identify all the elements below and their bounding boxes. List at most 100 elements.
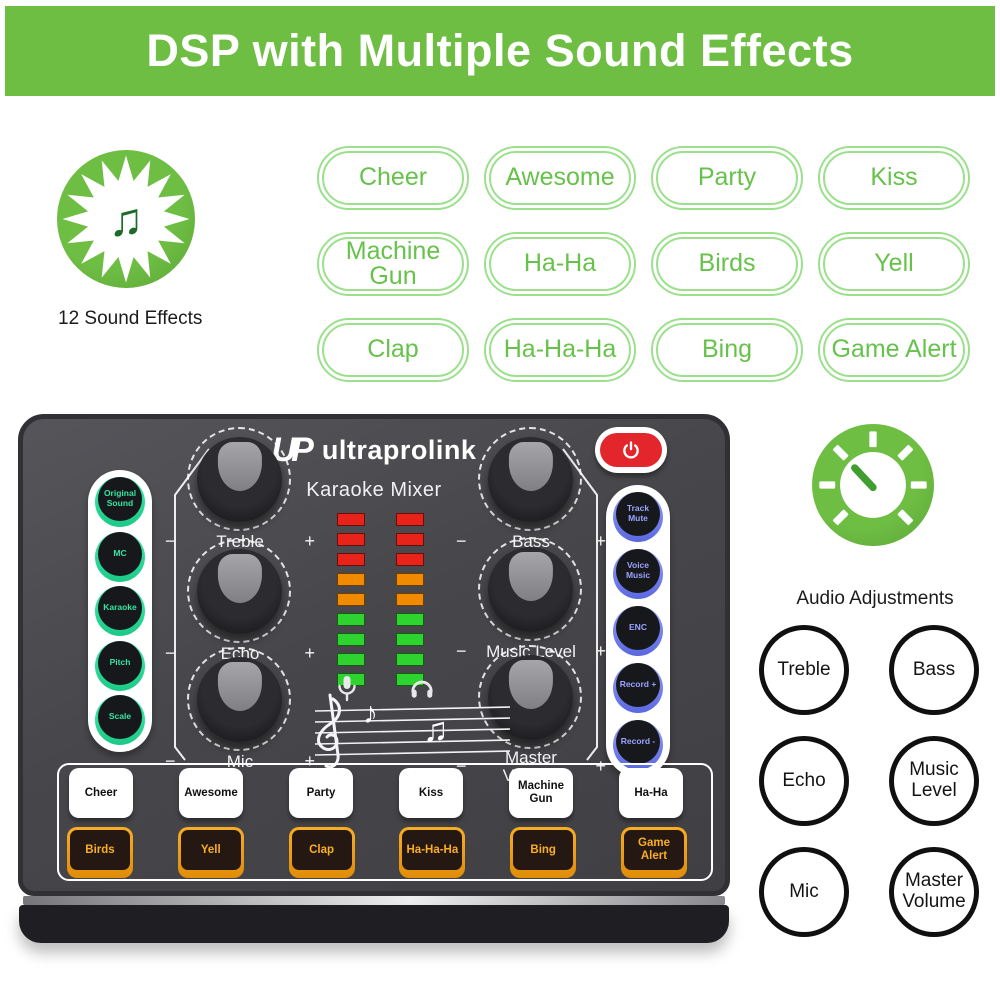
minus-sign: − <box>165 643 176 663</box>
knob-music-level: − Music Level + <box>456 537 606 661</box>
meter-segment <box>396 633 424 646</box>
musical-staff-decoration: ♪ ♫ <box>275 689 511 775</box>
mode-button-karaoke: Karaoke <box>95 586 145 636</box>
mode-button-strip: Original Sound MC Karaoke Pitch Scale <box>88 470 152 752</box>
meter-segment <box>396 613 424 626</box>
knob-cap <box>197 657 282 742</box>
effect-pill-machine-gun: Machine Gun <box>317 232 469 296</box>
brand-name: ultraprolink <box>321 435 477 465</box>
adjustment-controls-grid: Treble Bass Echo Music Level Mic Master … <box>759 625 981 937</box>
minus-sign: − <box>165 531 176 551</box>
meter-segment <box>396 593 424 606</box>
power-button <box>595 427 667 473</box>
minus-sign: − <box>456 641 467 661</box>
device-front-bevel <box>23 896 725 905</box>
music-note-burst-icon: ♫ <box>62 155 190 283</box>
pad-party: Party <box>289 768 353 818</box>
knob-bass: − Bass + <box>456 427 606 551</box>
meter-segment <box>337 633 365 646</box>
orange-pads-row: Birds Yell Clap Ha-Ha-Ha Bing Game Alert <box>67 827 687 878</box>
knob-mic: − Mic + <box>165 647 315 771</box>
staff-lines-and-clef-icon <box>314 693 511 769</box>
karaoke-mixer-device: UP ultraprolink Karaoke Mixer Original S… <box>18 414 730 943</box>
knob-label: Mic <box>226 751 254 771</box>
page-title: DSP with Multiple Sound Effects <box>146 25 854 76</box>
function-button-voice-music: Voice Music <box>613 549 663 599</box>
pad-birds: Birds <box>67 827 133 878</box>
effect-pill-ha-ha: Ha-Ha <box>484 232 636 296</box>
knob-tick-ring <box>478 645 582 749</box>
function-button-enc: ENC <box>613 606 663 656</box>
pad-ha-ha-ha: Ha-Ha-Ha <box>399 827 466 878</box>
audio-adjustments-badge <box>812 424 934 546</box>
plus-sign: + <box>595 756 606 777</box>
knob-tick-ring <box>187 427 291 531</box>
white-pads-row: Cheer Awesome Party Kiss Machine Gun Ha-… <box>69 768 683 818</box>
knob-cap <box>488 547 573 632</box>
meter-segment <box>337 533 365 546</box>
mode-button-pitch: Pitch <box>95 640 145 691</box>
function-button-record-minus: Record - <box>613 720 663 770</box>
effect-pill-awesome: Awesome <box>484 146 636 210</box>
pad-machine-gun: Machine Gun <box>509 768 573 818</box>
level-meters <box>337 513 424 686</box>
minus-sign: − <box>456 531 467 551</box>
meter-segment <box>337 573 365 586</box>
knob-tick-ring <box>187 539 291 643</box>
effect-pill-cheer: Cheer <box>317 146 469 210</box>
knob-cap <box>488 655 573 740</box>
meter-segment <box>396 533 424 546</box>
function-button-strip: Track Mute Voice Music ENC Record + Reco… <box>606 485 670 777</box>
effect-pill-clap: Clap <box>317 318 469 382</box>
beamed-notes-icon: ♫ <box>423 711 449 749</box>
meter-segment <box>396 553 424 566</box>
plus-sign: + <box>304 531 315 551</box>
meter-segment <box>337 553 365 566</box>
music-note-glyph: ♫ <box>108 194 143 246</box>
pad-cheer: Cheer <box>69 768 133 818</box>
meter-segment <box>396 573 424 586</box>
plus-sign: + <box>304 751 315 771</box>
pad-awesome: Awesome <box>179 768 243 818</box>
pads-frame <box>57 763 713 881</box>
effect-pill-yell: Yell <box>818 232 970 296</box>
meter-segment <box>396 513 424 526</box>
pad-ha-ha: Ha-Ha <box>619 768 683 818</box>
headphones-icon <box>411 680 433 698</box>
plus-sign: + <box>595 531 606 551</box>
model-name: Karaoke Mixer <box>306 479 442 501</box>
sound-effects-grid: Cheer Awesome Party Kiss Machine Gun Ha-… <box>317 146 972 382</box>
knob-cap <box>488 437 573 522</box>
effect-pill-birds: Birds <box>651 232 803 296</box>
header-banner: DSP with Multiple Sound Effects <box>5 6 995 96</box>
pad-kiss: Kiss <box>399 768 463 818</box>
function-button-record-plus: Record + <box>613 663 663 713</box>
meter-segment <box>337 653 365 666</box>
knob-tick-ring <box>478 537 582 641</box>
effect-pill-ha-ha-ha: Ha-Ha-Ha <box>484 318 636 382</box>
minus-sign: − <box>165 751 176 771</box>
pad-clap: Clap <box>288 827 355 878</box>
control-circle-treble: Treble <box>759 625 849 715</box>
control-circle-music-level: Music Level <box>889 736 979 826</box>
pad-yell: Yell <box>177 827 244 878</box>
control-circle-bass: Bass <box>889 625 979 715</box>
meter-segment <box>337 513 365 526</box>
device-base <box>19 905 729 943</box>
eighth-note-icon: ♪ <box>363 697 378 730</box>
meter-column-monitor <box>396 513 424 686</box>
mode-button-scale: Scale <box>95 695 145 745</box>
effect-pill-kiss: Kiss <box>818 146 970 210</box>
microphone-icon <box>338 676 356 702</box>
meter-column-mic <box>337 513 365 686</box>
knob-cap <box>197 549 282 634</box>
pad-game-alert: Game Alert <box>620 827 687 878</box>
control-circle-mic: Mic <box>759 847 849 937</box>
sound-effects-badge: ♫ <box>57 150 195 288</box>
knob-echo: − Echo + <box>165 539 315 663</box>
device-top-face: UP ultraprolink Karaoke Mixer Original S… <box>18 414 730 896</box>
power-button-cap <box>600 433 662 467</box>
mode-button-original-sound: Original Sound <box>95 477 145 527</box>
effect-pill-bing: Bing <box>651 318 803 382</box>
meter-segment <box>337 613 365 626</box>
